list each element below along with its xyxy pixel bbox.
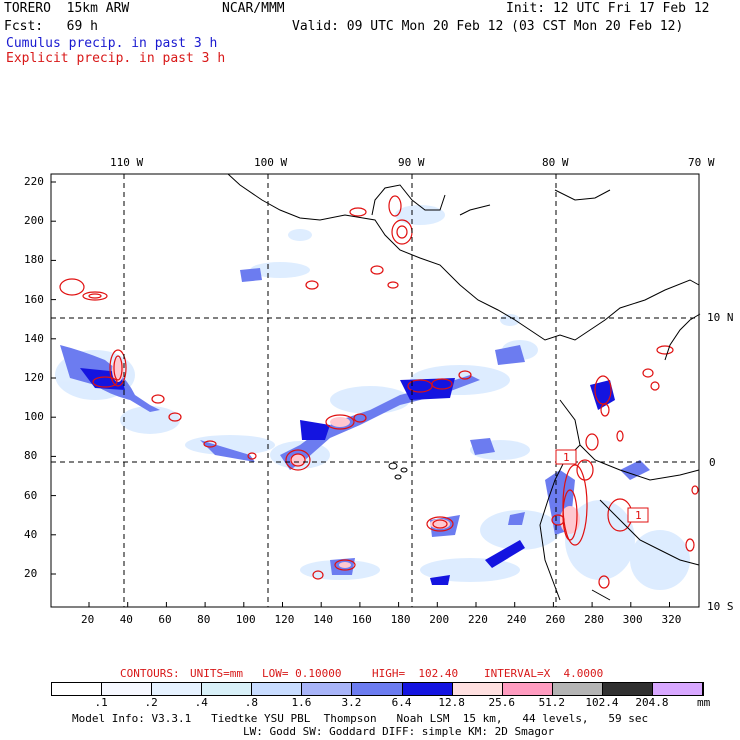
lon-label: 100 W [254,156,288,169]
contours-label: CONTOURS: [120,667,180,680]
x-tick-label: 80 [197,613,211,626]
model-info: Model Info: V3.3.1 Tiedtke YSU PBL Thomp… [72,712,649,725]
box-label-1: 1 [563,451,570,464]
y-tick-label: 40 [24,527,38,541]
x-tick-label: 180 [390,613,411,626]
axis-ticks [51,181,670,607]
lat-label: 10 N [707,311,734,324]
lat-label: 10 S [707,600,734,613]
y-tick-label: 120 [24,371,44,384]
y-tick-label: 140 [24,331,44,345]
contours-interval: INTERVAL=X 4.0000 [484,667,604,680]
color-bar-segment [602,683,653,695]
color-bar-tick: 6.4 [391,696,412,709]
contours-units: UNITS=mm [190,667,243,680]
contours-high: HIGH= 102.40 [372,667,459,680]
y-tick-label: 20 [24,567,38,580]
physics-info: LW: Godd SW: Goddard DIFF: simple KM: 2D… [243,725,555,738]
color-bar-tick: 51.2 [538,696,566,709]
init-label: Init: 12 UTC Fri 17 Feb 12 [506,1,710,16]
x-tick-label: 260 [545,613,566,626]
color-bar-segment [152,683,203,695]
x-tick-label: 200 [429,613,450,626]
y-tick-label: 180 [24,253,44,267]
org-label: NCAR/MMM [222,1,285,16]
color-bar-tick: .4 [194,696,208,709]
color-bar-segment [502,683,553,695]
color-bar-unit: mm [697,696,711,709]
color-bar-tick: .2 [144,696,158,709]
x-tick-label: 300 [622,613,643,626]
color-bar-tick: .1 [94,696,108,709]
lat-label: 0 [709,456,716,469]
color-bar-segment [452,683,503,695]
x-tick-label: 140 [313,613,334,626]
color-bar-segment [352,683,403,695]
x-tick-label: 160 [351,613,372,626]
x-tick-label: 220 [468,613,488,626]
contours-low: LOW= 0.10000 [262,667,342,680]
y-tick-label: 220 [24,175,44,188]
x-tick-label: 20 [81,613,95,626]
y-tick-label: 160 [24,292,44,306]
y-tick-label: 60 [24,488,38,502]
explicit-legend: Explicit precip. in past 3 h [6,51,226,66]
lon-label: 70 W [688,156,715,169]
box-label-2: 1 [635,509,642,522]
x-tick-label: 240 [506,613,527,626]
color-bar-tick: 102.4 [585,696,619,709]
y-tick-label: 200 [24,214,44,228]
latlon-grid [51,174,699,607]
lon-label: 80 W [542,156,569,169]
contour-label-boxes: 1 1 [555,449,649,523]
x-tick-label: 320 [661,613,682,626]
color-bar-segment [52,683,103,695]
x-tick-label: 100 [235,613,256,626]
lon-label: 90 W [398,156,425,169]
color-bar-segment [552,683,603,695]
color-bar-tick: .8 [244,696,258,709]
x-tick-label: 60 [158,613,172,626]
color-bar-tick: 204.8 [635,696,669,709]
cumulus-legend: Cumulus precip. in past 3 h [6,36,218,51]
x-tick-label: 120 [274,613,295,626]
coastlines [227,173,701,601]
valid-time: Valid: 09 UTC Mon 20 Feb 12 (03 CST Mon … [292,19,684,34]
forecast-hour: Fcst: 69 h [4,19,98,34]
color-bar-segment [402,683,453,695]
x-tick-label: 40 [119,613,133,626]
y-tick-label: 80 [24,449,38,463]
color-bar-segment [252,683,303,695]
color-bar-segment [652,683,704,695]
color-bar-segment [102,683,153,695]
color-bar-tick: 3.2 [341,696,362,709]
color-bar-tick: 25.6 [488,696,515,709]
color-bar-tick: 1.6 [291,696,312,709]
color-bar-segment [302,683,353,695]
x-tick-label: 280 [584,613,604,626]
model-label: TORERO 15km ARW [4,1,130,16]
color-bar-segment [202,683,253,695]
lon-label: 110 W [110,156,144,169]
color-bar [51,682,704,696]
y-tick-label: 100 [24,410,44,424]
color-bar-tick: 12.8 [438,696,465,709]
